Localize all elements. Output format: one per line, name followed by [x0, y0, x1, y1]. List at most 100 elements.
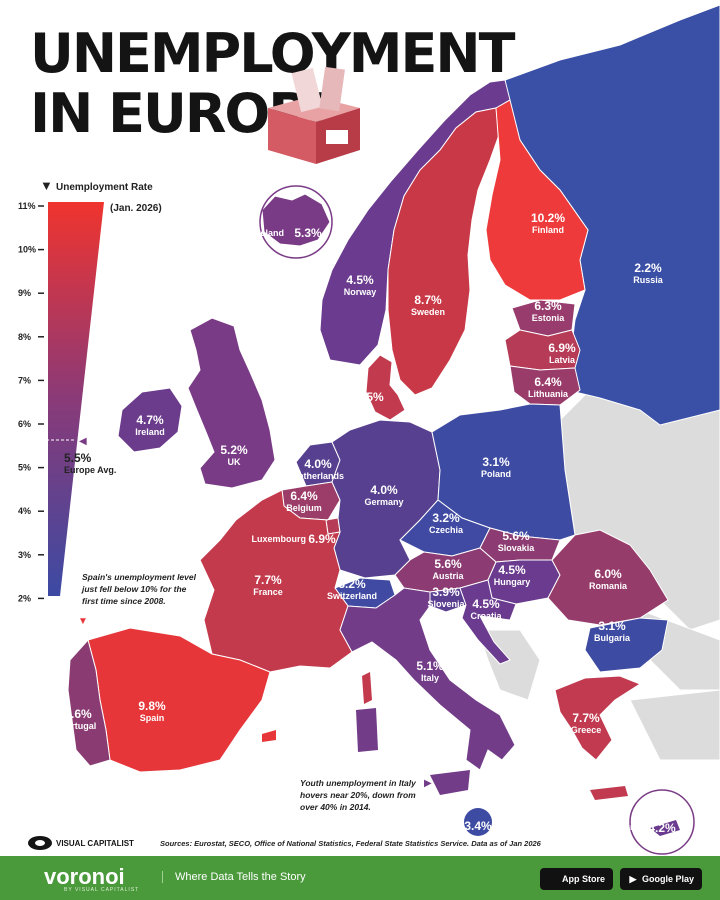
country-value-greece: 7.7% — [572, 711, 600, 725]
google-play-label: Google Play — [642, 874, 695, 884]
legend-tick-label: 9% — [18, 288, 31, 298]
country-value-austria: 5.6% — [434, 557, 462, 571]
unemployment-box-illustration — [268, 66, 360, 164]
legend-label: Unemployment Rate — [56, 182, 153, 193]
country-name-germany: Germany — [364, 497, 403, 507]
legend-marker-icon: ▼ — [40, 178, 53, 193]
country-name-slovenia: Slovenia — [427, 599, 465, 609]
country-iceland — [261, 193, 331, 247]
country-name-france: France — [253, 587, 283, 597]
country-value-switzerland: 3.2% — [338, 577, 366, 591]
country-name-latvia: Latvia — [549, 355, 576, 365]
country-denmark — [365, 354, 406, 421]
country-value-cyprus: 4.2% — [648, 821, 676, 835]
country-value-portugal: 5.6% — [64, 707, 92, 721]
spain-annotation: Spain's unemployment level just fell bel… — [78, 572, 197, 627]
country-name-russia: Russia — [633, 275, 664, 285]
country-name-luxembourg: Luxembourg — [251, 534, 306, 544]
country-value-malta: 3.4% — [464, 819, 492, 833]
legend-tick-label: 8% — [18, 332, 31, 342]
country-finland — [485, 99, 589, 301]
country-value-estonia: 6.3% — [534, 299, 562, 313]
voronoi-logo[interactable]: voronoi — [44, 864, 125, 889]
app-store-label: App Store — [562, 874, 606, 884]
legend-period: (Jan. 2026) — [110, 203, 162, 214]
country-value-netherlands: 4.0% — [304, 457, 332, 471]
legend-tick-label: 6% — [18, 419, 31, 429]
country-value-italy: 5.1% — [416, 659, 444, 673]
country-name-spain: Spain — [140, 713, 165, 723]
country-bulgaria — [584, 617, 669, 673]
country-value-sweden: 8.7% — [414, 293, 442, 307]
country-labels: Iceland 5.3%4.5%Norway8.7%Sweden10.2%Finl… — [60, 211, 676, 835]
country-value-spain: 9.8% — [138, 699, 166, 713]
country-name-lithuania: Lithuania — [528, 389, 569, 399]
google-play-button[interactable]: ▶ Google Play — [620, 868, 703, 890]
italy-arrow-icon: ▶ — [424, 778, 432, 789]
legend-tick-label: 4% — [18, 506, 31, 516]
country-cyprus — [650, 820, 680, 836]
italy-note-line-1: Youth unemployment in Italy — [300, 778, 417, 788]
legend-tick-label: 10% — [18, 245, 36, 255]
country-name-croatia: Croatia — [470, 611, 502, 621]
country-value-latvia: 6.9% — [548, 341, 576, 355]
spain-note-line-2: just fell below 10% for the — [81, 584, 187, 594]
legend-tick-label: 5% — [18, 463, 31, 473]
country-name-sweden: Sweden — [411, 307, 445, 317]
italy-note-line-2: hovers near 20%, down from — [300, 790, 416, 800]
country-name-czechia: Czechia — [429, 525, 464, 535]
country-name-belgium: Belgium — [286, 503, 322, 513]
spain-note-line-1: Spain's unemployment level — [82, 572, 197, 582]
country-sweden — [387, 107, 501, 396]
country-uk — [187, 317, 276, 489]
voronoi-logo-sub: BY VISUAL CAPITALIST — [64, 887, 140, 893]
country-name-finland: Finland — [532, 225, 564, 235]
country-name-portugal: Portugal — [60, 721, 97, 731]
country-name-cyprus: Cyprus — [613, 822, 644, 832]
country-value-luxembourg: 6.9% — [308, 532, 336, 546]
legend-tick-label: 2% — [18, 593, 31, 603]
footer-bar: voronoi BY VISUAL CAPITALIST Where Data … — [0, 856, 720, 900]
country-value-france: 7.7% — [254, 573, 282, 587]
country-value-belgium: 6.4% — [290, 489, 318, 503]
country-romania — [547, 529, 669, 626]
italy-annotation: Youth unemployment in Italy hovers near … — [300, 778, 432, 812]
country-name-norway: Norway — [344, 287, 377, 297]
country-value-lithuania: 6.4% — [534, 375, 562, 389]
legend-tick-label: 3% — [18, 550, 31, 560]
country-value-denmark: 7.5% — [356, 390, 384, 404]
country-name-netherlands: Netherlands — [292, 471, 344, 481]
spain-arrow-icon: ▼ — [78, 616, 88, 627]
legend-tick-label: 11% — [18, 201, 36, 211]
country-value-slovakia: 5.6% — [502, 529, 530, 543]
country-name-austria: Austria — [432, 571, 464, 581]
country-ireland — [117, 387, 183, 453]
country-value-germany: 4.0% — [370, 483, 398, 497]
country-name-malta: Malta — [437, 820, 461, 830]
country-croatia — [459, 579, 517, 665]
country-value-croatia: 4.5% — [472, 597, 500, 611]
country-value-finland: 10.2% — [531, 211, 565, 225]
app-store-button[interactable]: App Store — [540, 868, 614, 890]
country-greece — [554, 675, 642, 761]
malta-value-circle — [464, 808, 492, 836]
country-value-hungary: 4.5% — [498, 563, 526, 577]
country-value-russia: 2.2% — [634, 261, 662, 275]
country-name-italy: Italy — [421, 673, 439, 683]
country-lithuania — [509, 365, 581, 406]
play-icon: ▶ — [629, 874, 637, 884]
country-name-romania: Romania — [589, 581, 628, 591]
footer-tagline: Where Data Tells the Story — [162, 871, 306, 883]
legend-ticks: 11% 10% 9% 8% 7% 6% 5% 4% 3% 2% — [18, 201, 44, 603]
country-name-estonia: Estonia — [532, 313, 566, 323]
country-italy — [339, 587, 516, 771]
corsica-island — [362, 672, 372, 704]
cyprus-highlight-ring — [629, 789, 695, 855]
iceland-highlight-ring — [259, 185, 333, 259]
country-name-switzerland: Switzerland — [327, 591, 377, 601]
country-name-poland: Poland — [481, 469, 511, 479]
country-value-ireland: 4.7% — [136, 413, 164, 427]
country-name-denmark: Denmark — [311, 392, 351, 402]
title-line-1: UNEMPLOYMENT — [30, 22, 516, 85]
